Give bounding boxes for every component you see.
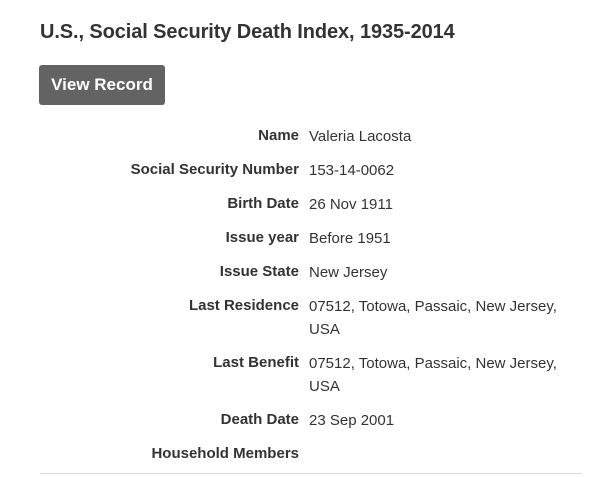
record-row-issue-year: Issue year Before 1951 — [0, 227, 600, 250]
field-value: 153-14-0062 — [309, 162, 395, 179]
field-value: Before 1951 — [309, 230, 391, 247]
record-row-last-benefit: Last Benefit 07512, Totowa, Passaic, New… — [0, 352, 600, 398]
record-row-issue-state: Issue State New Jersey — [0, 261, 600, 284]
record-row-name: Name Valeria Lacosta — [0, 125, 600, 148]
view-record-button[interactable]: View Record — [39, 65, 165, 105]
field-value: 07512, Totowa, Passaic, New Jersey, USA — [309, 298, 557, 338]
field-value: 26 Nov 1911 — [309, 196, 393, 213]
section-divider — [40, 473, 582, 474]
field-label: Birth Date — [227, 195, 299, 212]
record-details: Name Valeria Lacosta Social Security Num… — [0, 125, 600, 476]
field-label: Household Members — [151, 445, 299, 462]
field-label: Last Benefit — [213, 354, 299, 371]
field-label: Name — [258, 127, 299, 144]
field-value: 07512, Totowa, Passaic, New Jersey, USA — [309, 355, 557, 395]
field-label: Social Security Number — [130, 161, 299, 178]
record-row-last-residence: Last Residence 07512, Totowa, Passaic, N… — [0, 295, 600, 341]
field-value: 23 Sep 2001 — [309, 412, 395, 429]
record-row-ssn: Social Security Number 153-14-0062 — [0, 159, 600, 182]
record-row-birth-date: Birth Date 26 Nov 1911 — [0, 193, 600, 216]
field-label: Last Residence — [188, 297, 299, 314]
field-label: Issue State — [219, 263, 299, 280]
field-value: Valeria Lacosta — [309, 128, 412, 145]
record-row-household-members: Household Members — [0, 443, 600, 465]
field-label: Issue year — [225, 229, 299, 246]
page-title: U.S., Social Security Death Index, 1935-… — [40, 21, 455, 43]
field-value: New Jersey — [309, 264, 388, 281]
record-row-death-date: Death Date 23 Sep 2001 — [0, 409, 600, 432]
field-label: Death Date — [220, 411, 299, 428]
